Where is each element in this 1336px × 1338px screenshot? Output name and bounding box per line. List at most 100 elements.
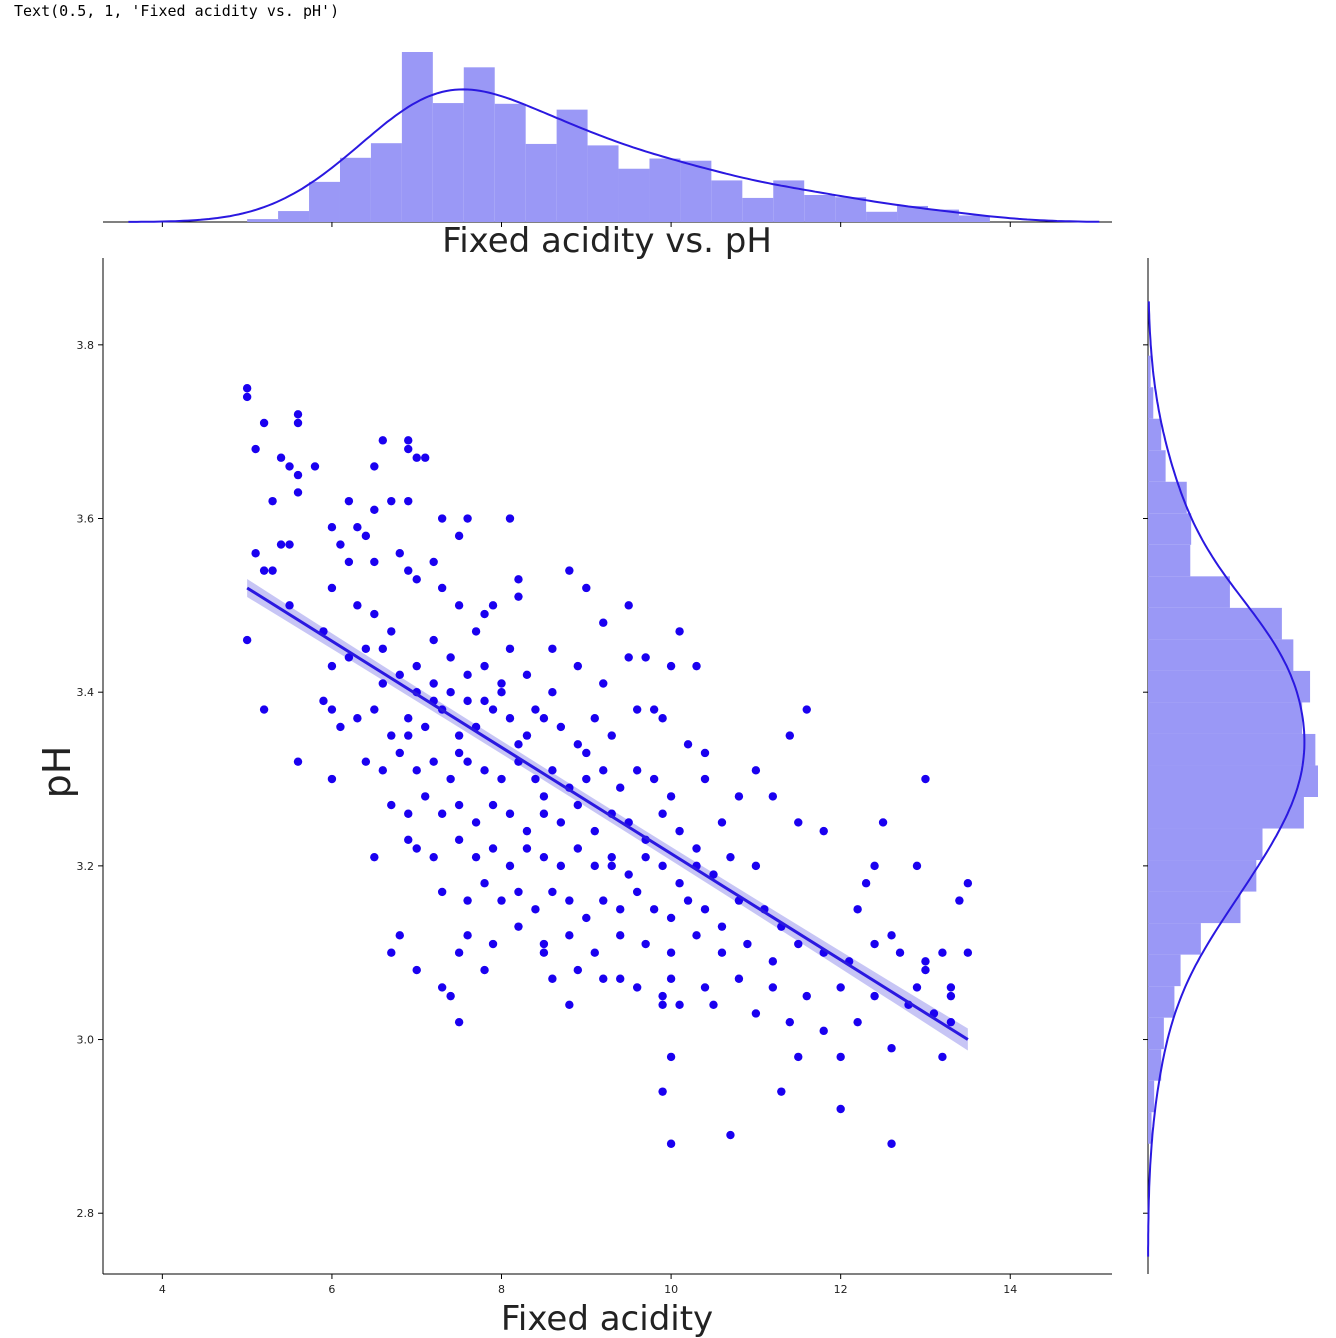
data-point	[666, 913, 676, 923]
top-histogram-bar	[494, 103, 526, 222]
data-point	[361, 531, 371, 541]
data-point	[946, 1017, 956, 1027]
data-point	[412, 661, 421, 671]
right-histogram-bar	[1148, 1049, 1162, 1081]
data-point	[514, 575, 523, 584]
data-point	[429, 635, 438, 645]
data-point	[268, 496, 277, 506]
data-point	[429, 852, 438, 862]
data-point	[497, 774, 506, 784]
data-point	[454, 835, 464, 845]
data-point	[454, 748, 464, 758]
data-point	[437, 983, 447, 992]
data-point	[590, 948, 599, 957]
data-point	[726, 1130, 735, 1140]
x-tick-label: 12	[834, 1283, 848, 1296]
data-point	[582, 583, 591, 593]
data-point	[293, 418, 303, 428]
data-point	[573, 800, 583, 810]
x-tick-label: 4	[159, 1283, 166, 1296]
data-point	[853, 1017, 862, 1027]
data-point	[632, 766, 642, 775]
data-point	[327, 705, 337, 714]
x-tick-label: 10	[664, 1283, 678, 1296]
data-point	[497, 896, 506, 905]
data-point	[437, 809, 447, 818]
data-point	[251, 444, 260, 454]
data-point	[437, 514, 447, 523]
data-point	[692, 931, 701, 940]
top-histogram-bar	[556, 109, 588, 222]
data-point	[387, 627, 396, 636]
data-point	[276, 540, 286, 549]
data-point	[548, 974, 557, 983]
y-tick-label: 3.0	[77, 1034, 95, 1047]
data-point	[912, 983, 922, 992]
data-point	[488, 844, 498, 853]
data-point	[404, 835, 413, 845]
data-point	[573, 740, 583, 749]
data-point	[454, 531, 464, 541]
data-point	[421, 453, 430, 462]
top-histogram-bar	[432, 103, 464, 222]
data-point	[666, 948, 676, 957]
data-point	[599, 618, 608, 627]
data-point	[327, 661, 337, 671]
data-point	[641, 653, 650, 662]
x-axis-label: Fixed acidity	[501, 1299, 713, 1338]
data-point	[709, 870, 718, 879]
x-ticks: 4 6 8 10 12 14	[159, 1274, 1017, 1296]
data-point	[565, 1000, 574, 1010]
data-point	[404, 731, 413, 740]
data-point	[387, 731, 396, 740]
x-tick-label: 14	[1003, 1283, 1017, 1296]
y-tick-label: 3.6	[77, 513, 95, 526]
right-histogram-bar	[1148, 1017, 1164, 1050]
data-point	[353, 522, 362, 532]
data-point	[734, 974, 744, 983]
data-point	[531, 774, 540, 784]
y-tick-label: 3.2	[77, 860, 95, 873]
data-point	[395, 748, 404, 758]
data-point	[488, 601, 498, 610]
data-point	[505, 644, 515, 653]
data-point	[293, 488, 303, 497]
data-point	[488, 800, 498, 810]
data-point	[548, 887, 557, 897]
data-point	[353, 601, 362, 610]
data-point	[471, 818, 481, 827]
right-histogram-bar	[1148, 418, 1162, 451]
data-point	[387, 496, 396, 506]
data-point	[421, 792, 430, 801]
data-point	[319, 696, 328, 706]
data-point	[717, 922, 727, 931]
data-point	[700, 983, 710, 992]
data-point	[548, 687, 557, 697]
cell-output-text: Text(0.5, 1, 'Fixed acidity vs. pH')	[14, 2, 340, 20]
right-histogram-bar	[1148, 891, 1241, 924]
data-point	[531, 905, 540, 914]
top-histogram-bar	[370, 143, 402, 222]
top-histogram-bar	[587, 145, 619, 222]
data-point	[344, 557, 354, 567]
top-histogram-bar	[835, 197, 867, 222]
data-point	[387, 948, 396, 957]
data-point	[454, 731, 464, 740]
right-histogram-bar	[1148, 733, 1316, 766]
data-point	[768, 957, 778, 966]
data-point	[819, 1026, 828, 1036]
data-point	[607, 731, 616, 740]
data-point	[632, 705, 642, 714]
data-point	[251, 549, 260, 558]
data-point	[599, 766, 608, 775]
data-point	[310, 462, 320, 471]
data-point	[471, 852, 481, 862]
data-point	[437, 887, 447, 897]
right-histogram-bar	[1148, 513, 1192, 545]
right-histogram-bar	[1148, 639, 1294, 671]
data-point	[404, 496, 413, 506]
data-point	[649, 905, 659, 914]
top-histogram-bar	[897, 205, 929, 222]
data-point	[514, 740, 523, 749]
